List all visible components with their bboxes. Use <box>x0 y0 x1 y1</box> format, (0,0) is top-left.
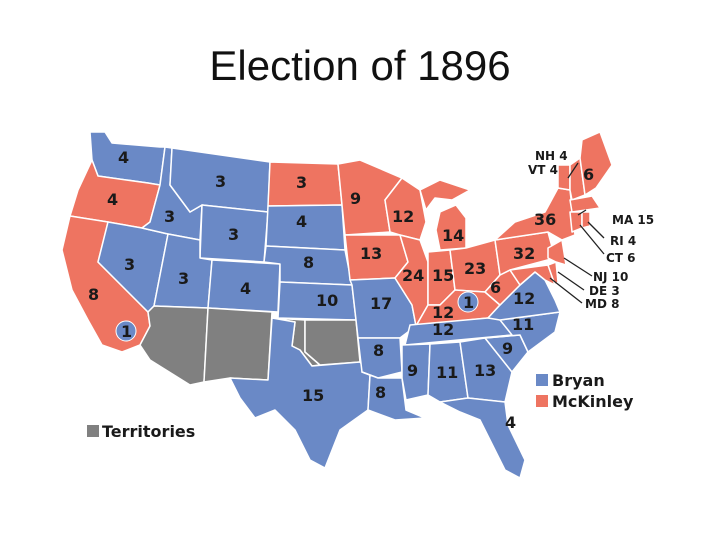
ev-ut: 3 <box>178 269 189 288</box>
state-ri <box>581 211 591 229</box>
ev-fl: 4 <box>505 413 516 432</box>
ev-tx: 15 <box>302 386 324 405</box>
state-nj <box>547 239 567 266</box>
state-ga <box>459 337 513 403</box>
state-tx <box>229 317 371 469</box>
ev-me: 6 <box>583 165 594 184</box>
ev-nv: 3 <box>124 255 135 274</box>
ev-nh: NH 4 <box>535 149 568 163</box>
ev-il: 24 <box>402 266 424 285</box>
ev-ri: RI 4 <box>610 234 636 248</box>
legend-mckinley-label: McKinley <box>552 392 634 411</box>
ev-vt: VT 4 <box>528 163 558 177</box>
ev-ct: CT 6 <box>606 251 636 265</box>
state-ct <box>569 211 583 233</box>
ev-nc: 11 <box>512 315 534 334</box>
ev-ca: 8 <box>88 285 99 304</box>
ev-nj: NJ 10 <box>593 270 628 284</box>
legend-bryan-label: Bryan <box>552 371 605 390</box>
ev-nd: 3 <box>296 173 307 192</box>
ev-ms: 9 <box>407 361 418 380</box>
ev-wy: 3 <box>228 225 239 244</box>
state-ma <box>569 195 601 213</box>
ev-de: DE 3 <box>589 284 620 298</box>
ev-ks: 10 <box>316 291 338 310</box>
ev-ga: 13 <box>474 361 496 380</box>
state-wi <box>384 177 427 241</box>
state-ca-split-marker <box>115 320 137 342</box>
state-ar <box>357 337 403 379</box>
ev-oh: 23 <box>464 259 486 278</box>
ev-mn: 9 <box>350 189 361 208</box>
ev-va: 12 <box>513 289 535 308</box>
ev-sd: 4 <box>296 212 307 231</box>
ev-ny: 36 <box>534 210 556 229</box>
state-me <box>579 131 613 196</box>
ev-ky: 12 <box>432 303 454 322</box>
ev-ia: 13 <box>360 244 382 263</box>
state-de <box>547 261 559 286</box>
ev-ma: MA 15 <box>612 213 654 227</box>
legend: Bryan McKinley Territories <box>87 371 634 441</box>
legend-bryan-swatch <box>536 374 548 386</box>
ev-pa: 32 <box>513 244 535 263</box>
legend-territories-swatch <box>87 425 99 437</box>
state-ms <box>401 343 431 401</box>
ev-md: MD 8 <box>585 297 619 311</box>
ev-la: 8 <box>375 383 386 402</box>
ev-sc: 9 <box>502 339 513 358</box>
state-fl <box>439 397 526 479</box>
ev-mo: 17 <box>370 294 392 313</box>
ev-ky-split: 1 <box>463 293 474 312</box>
ev-tn: 12 <box>432 320 454 339</box>
electoral-votes: 4 4 8 1 3 3 3 3 3 4 3 4 8 10 15 9 13 17 … <box>88 148 654 432</box>
state-nm <box>203 307 273 383</box>
page-title: Election of 1896 <box>209 42 511 89</box>
state-it <box>304 319 361 366</box>
state-ky-split-marker <box>457 291 479 313</box>
ev-wa: 4 <box>118 148 129 167</box>
ev-wv: 6 <box>490 278 501 297</box>
ev-ca-split: 1 <box>121 322 132 341</box>
ev-mt: 3 <box>215 172 226 191</box>
state-az <box>139 305 209 386</box>
ev-co: 4 <box>240 279 251 298</box>
ev-id: 3 <box>164 207 175 226</box>
ev-mi: 14 <box>442 226 464 245</box>
legend-mckinley-swatch <box>536 395 548 407</box>
ev-ar: 8 <box>373 341 384 360</box>
legend-territories-label: Territories <box>102 422 195 441</box>
leader-lines <box>549 162 605 304</box>
state-nc <box>484 311 561 353</box>
ev-wi: 12 <box>392 207 414 226</box>
state-la <box>361 371 426 421</box>
ev-ne: 8 <box>303 253 314 272</box>
ev-or: 4 <box>107 190 118 209</box>
ev-al: 11 <box>436 363 458 382</box>
ev-in: 15 <box>432 266 454 285</box>
